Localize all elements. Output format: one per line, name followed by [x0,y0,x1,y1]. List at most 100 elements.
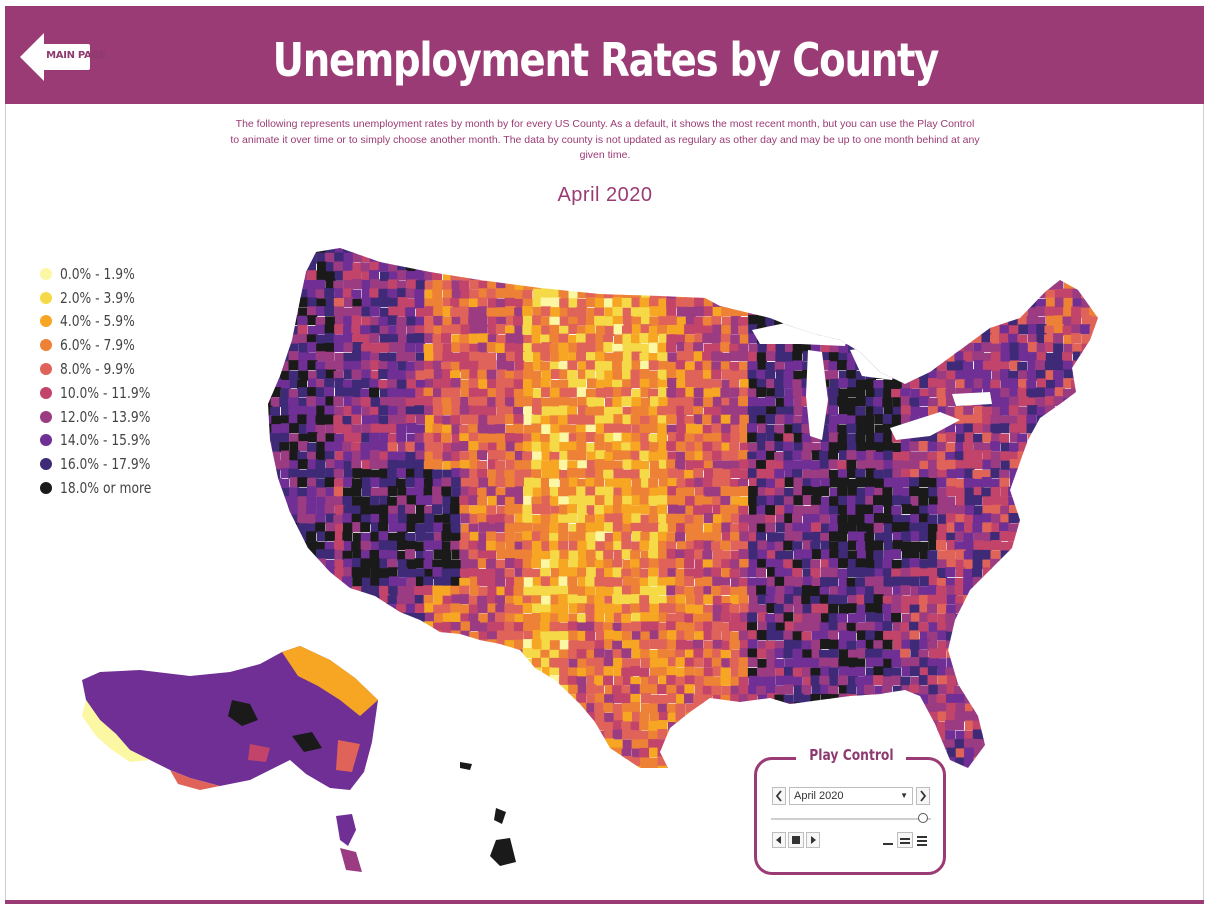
county-cell [1053,248,1064,254]
county-cell [703,586,714,597]
county-cell [433,325,444,336]
county-cell [1081,298,1092,309]
county-cell [541,325,552,336]
county-cell [568,658,579,669]
county-cell [523,334,534,345]
county-cell [324,594,335,605]
county-cell [504,514,515,525]
county-cell [711,585,722,596]
county-cell [757,703,768,714]
county-cell [514,360,525,371]
county-cell [450,324,461,335]
county-cell [1071,441,1082,452]
county-cell [315,379,326,390]
county-cell [685,248,696,255]
county-cell [981,477,992,488]
county-cell [1062,514,1073,525]
county-cell [955,702,966,713]
county-cell [639,343,650,354]
county-cell [765,279,776,290]
county-cell [865,289,876,300]
county-cell [1099,370,1109,380]
county-cell [478,442,489,453]
county-cell [765,414,776,425]
county-cell [891,667,902,678]
county-cell [442,460,453,471]
county-cell [748,486,759,497]
county-cell [937,433,948,444]
county-cell [1044,567,1055,578]
county-cell [730,613,741,624]
county-cell [784,253,795,264]
county-cell [1063,666,1074,677]
county-cell [675,513,686,524]
county-cell [405,667,416,678]
county-cell [324,477,335,488]
county-cell [837,424,848,435]
county-cell [702,253,713,264]
county-cell [594,613,605,624]
county-cell [612,685,623,696]
county-cell [756,252,767,263]
county-cell [1000,658,1011,669]
county-cell [1036,253,1047,264]
county-cell [963,577,974,588]
county-cell [1062,613,1073,624]
county-cell [828,324,839,335]
county-cell [387,559,398,570]
county-cell [280,423,291,434]
county-cell [937,504,948,515]
main-page-button[interactable]: MAIN PAGE [18,30,106,84]
county-cell [432,478,443,489]
county-cell [829,378,840,389]
county-cell [1018,595,1029,606]
county-cell [595,522,606,533]
county-cell [693,261,704,272]
county-cell [387,486,398,497]
county-cell [370,360,381,371]
county-cell [703,433,714,444]
county-cell [1080,397,1091,408]
county-cell [604,414,615,425]
county-cell [630,567,641,578]
county-cell [531,370,542,381]
legend-swatch [40,363,52,376]
county-cell [603,334,614,345]
county-cell [622,352,633,363]
county-cell [1062,558,1073,569]
county-cell [765,703,776,714]
county-cell [720,577,731,588]
county-cell [990,558,1001,569]
county-cell [414,477,425,488]
county-cell [1035,559,1046,570]
county-cell [280,450,291,461]
county-cell [388,397,399,408]
county-cell [342,415,353,426]
county-cell [919,559,930,570]
county-cell [720,253,731,264]
county-cell [361,612,372,623]
county-cell [297,289,308,300]
county-cell [468,639,479,650]
county-cell [909,324,920,335]
county-cell [396,649,407,660]
county-cell [1053,370,1064,381]
county-cell [423,666,434,677]
county-cell [675,459,686,470]
county-cell [1044,648,1055,659]
county-cell [397,342,408,353]
county-cell [1080,666,1091,677]
county-cell [640,248,651,255]
county-cell [550,459,561,470]
county-cell [703,279,714,290]
county-cell [1071,271,1082,282]
county-cell [442,442,453,453]
county-cell [649,630,660,641]
county-cell [388,262,399,273]
county-cell [864,594,875,605]
county-cell [442,505,453,516]
county-cell [1053,658,1064,669]
county-cell [694,577,705,588]
county-cell [648,451,659,462]
